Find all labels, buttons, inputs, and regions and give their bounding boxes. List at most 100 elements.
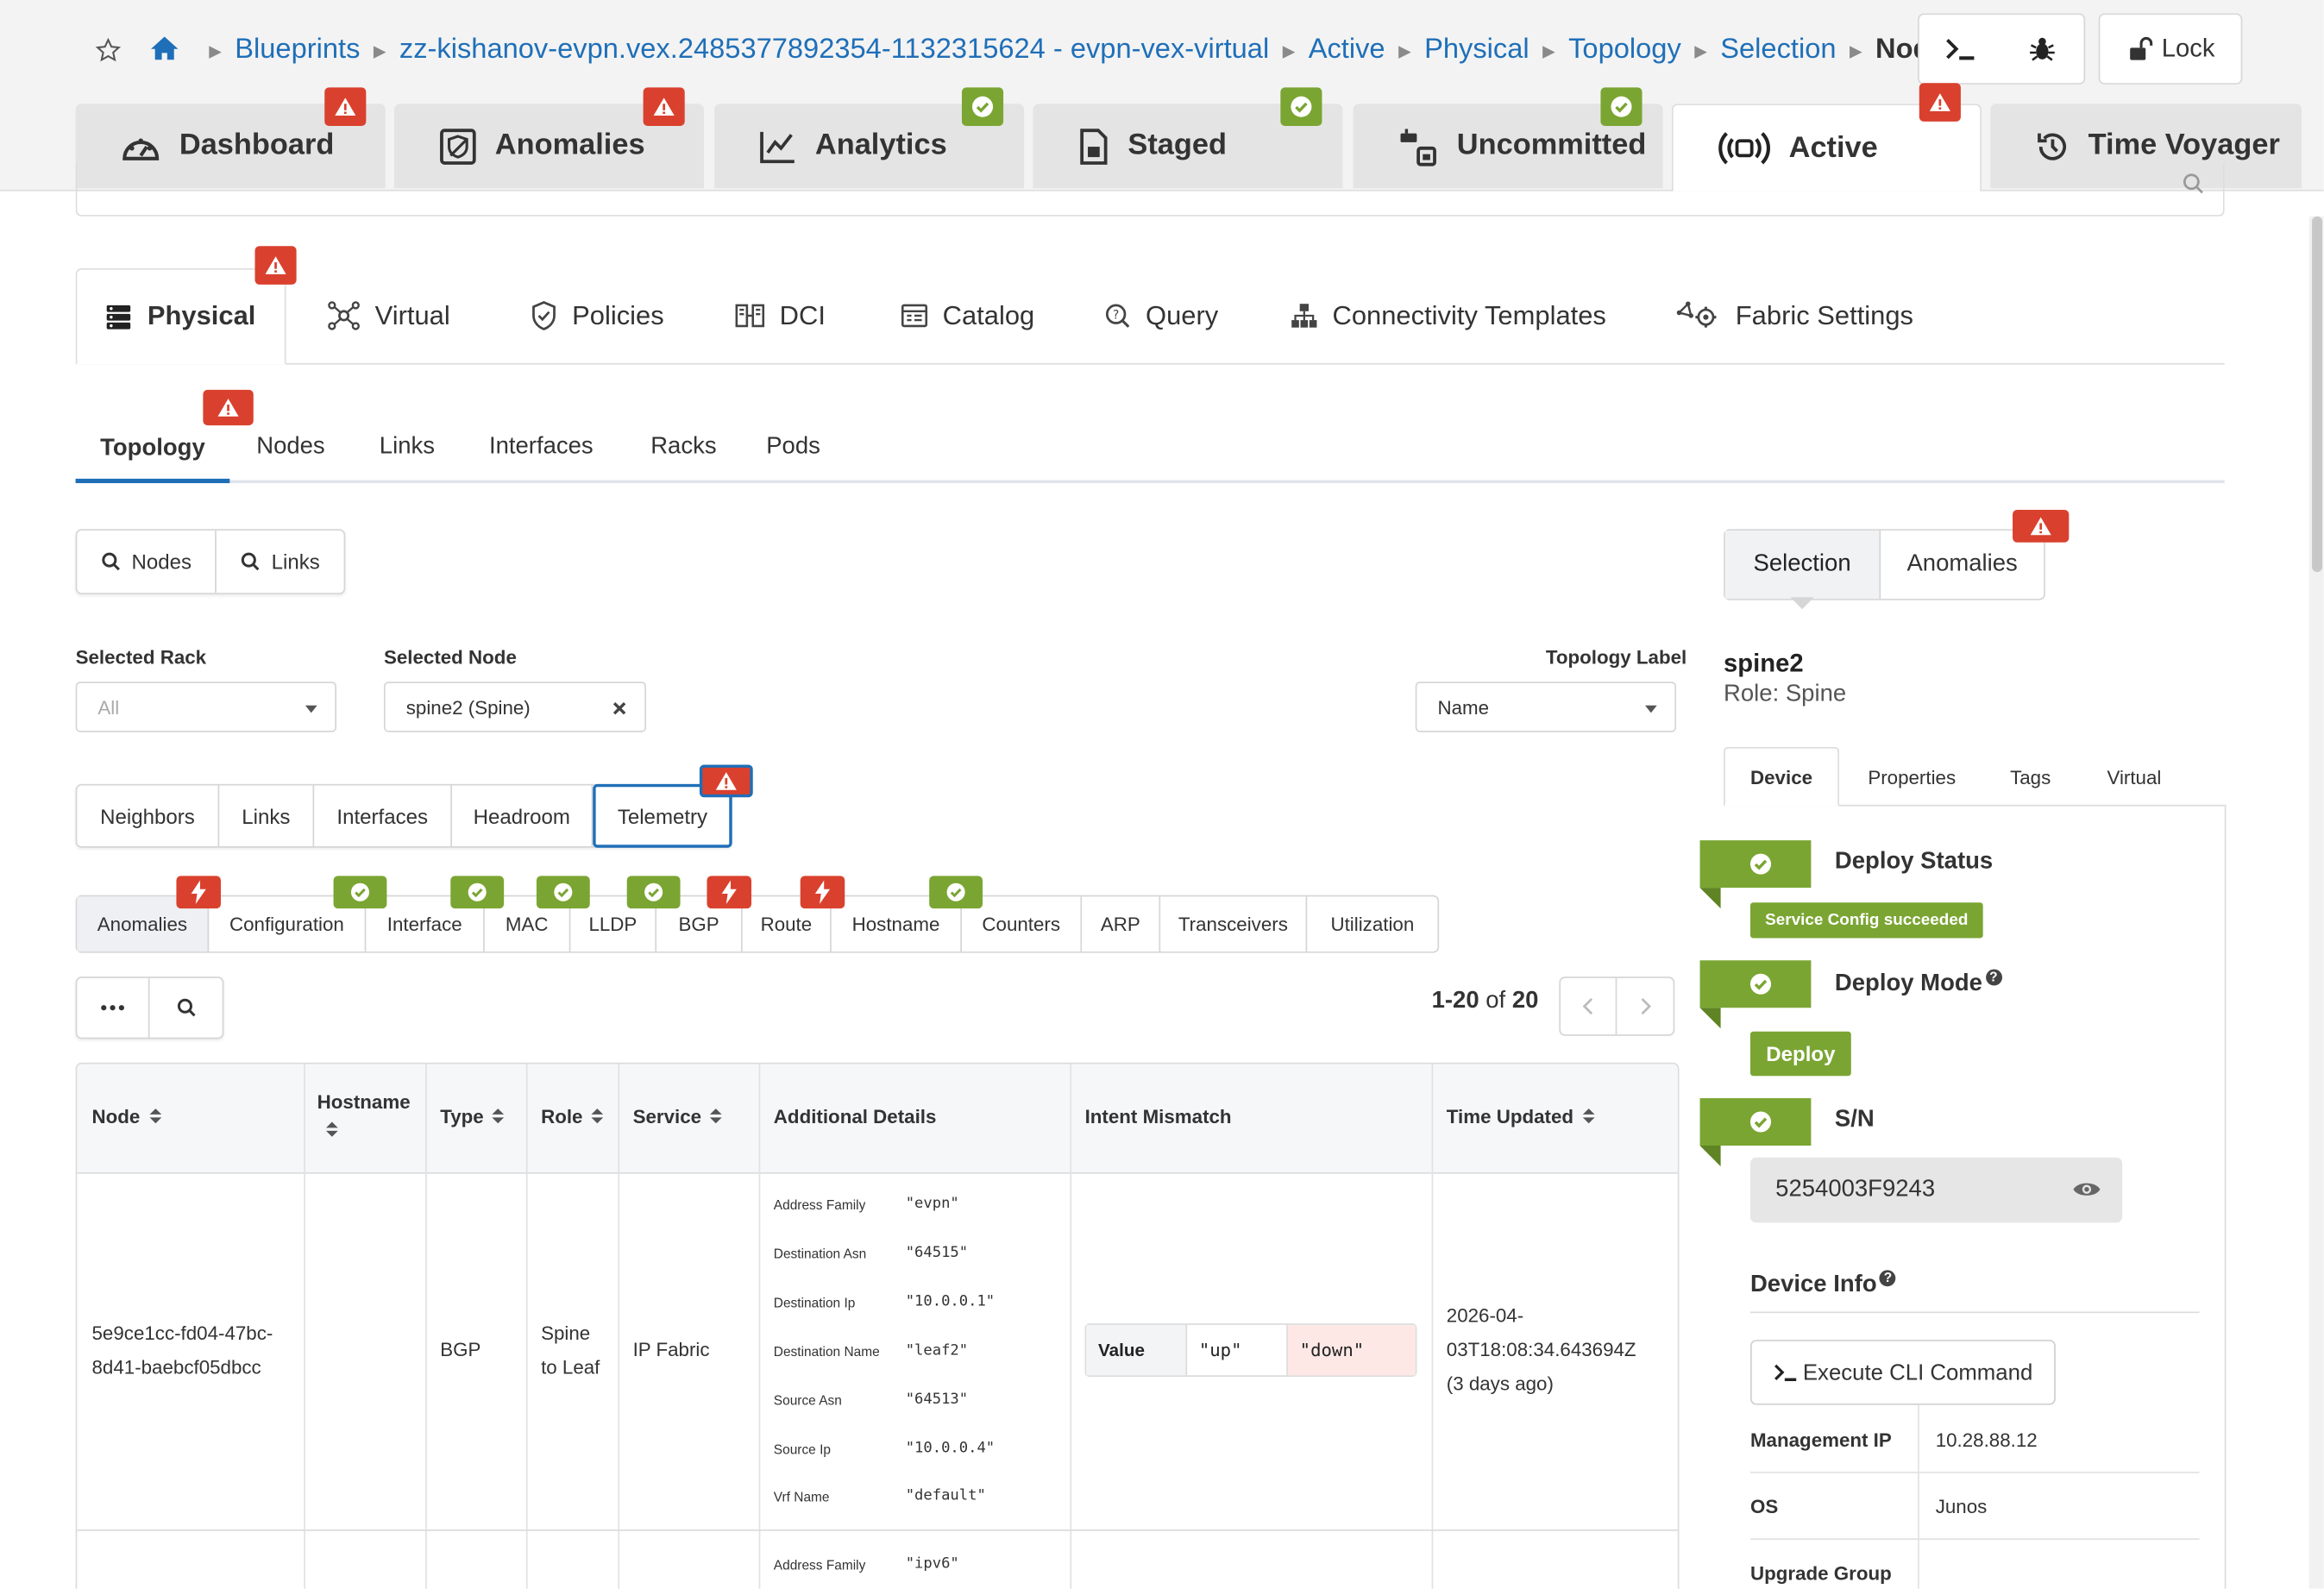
anomalies-icon	[440, 128, 476, 165]
breadcrumb-topology[interactable]: Topology	[1568, 34, 1681, 66]
tab-telemetry-mac[interactable]: MAC	[485, 896, 571, 952]
breadcrumb-blueprint-name[interactable]: zz-kishanov-evpn.vex.2485377892354-11323…	[399, 34, 1270, 66]
prev-page-button[interactable]	[1561, 977, 1617, 1035]
tab-catalog[interactable]: Catalog	[901, 268, 1034, 363]
shield-check-icon	[532, 300, 556, 330]
lock-button[interactable]: Lock	[2098, 13, 2243, 85]
anomaly-badge	[1919, 83, 1961, 122]
tab-nodes[interactable]: Nodes	[256, 434, 325, 460]
detail-value: "64515"	[905, 1245, 969, 1262]
tab-pods[interactable]: Pods	[766, 434, 820, 460]
column-header-hostname[interactable]: Hostname	[317, 1090, 411, 1138]
find-links-button[interactable]: Links	[217, 531, 344, 593]
flash-badge	[707, 876, 752, 909]
time-line: (3 days ago)	[1446, 1372, 1554, 1395]
execute-cli-button[interactable]: Execute CLI Command	[1749, 1340, 2056, 1405]
tab-racks[interactable]: Racks	[650, 434, 717, 460]
column-header-time-updated[interactable]: Time Updated	[1447, 1106, 1595, 1127]
tab-telemetry-configuration[interactable]: Configuration	[209, 896, 367, 952]
tab-telemetry[interactable]: Telemetry	[593, 783, 732, 848]
favorite-star-icon[interactable]	[95, 37, 122, 64]
row-divider	[77, 1529, 1678, 1531]
tab-physical[interactable]: Physical	[75, 267, 286, 365]
tab-neighbors[interactable]: Neighbors	[77, 785, 220, 846]
help-icon[interactable]: ?	[1985, 969, 2002, 986]
check-circle-icon	[1749, 973, 1772, 995]
tab-query[interactable]: ? Query	[1104, 268, 1218, 363]
selection-pointer	[1790, 597, 1814, 610]
tab-tags[interactable]: Tags	[2010, 765, 2051, 788]
tab-policies[interactable]: Policies	[531, 268, 664, 363]
breadcrumb-selection[interactable]: Selection	[1720, 34, 1837, 66]
table-search-button[interactable]	[150, 978, 223, 1038]
sn-value: 5254003F9243	[1775, 1177, 1936, 1203]
chevron-left-icon	[1581, 997, 1592, 1015]
search-box[interactable]	[75, 162, 2225, 217]
tab-time-voyager[interactable]: Time Voyager	[1990, 104, 2302, 189]
tab-label: Physical	[147, 300, 256, 331]
tab-label: Analytics	[814, 129, 947, 162]
tab-telemetry-utilization[interactable]: Utilization	[1330, 913, 1415, 936]
search-icon	[242, 552, 260, 571]
breadcrumb: ▶ Blueprints ▶ zz-kishanov-evpn.vex.24853…	[209, 34, 1946, 66]
tab-selection[interactable]: Selection	[1724, 531, 1881, 600]
tab-device-virtual[interactable]: Virtual	[2107, 765, 2162, 788]
column-header-node[interactable]: Node	[92, 1106, 161, 1127]
eye-icon[interactable]	[2072, 1180, 2101, 1199]
warning-icon	[335, 97, 356, 116]
selected-node-select[interactable]: spine2 (Spine)	[383, 681, 647, 732]
tab-virtual[interactable]: Virtual	[328, 268, 450, 363]
clear-icon[interactable]	[612, 701, 627, 716]
breadcrumb-physical[interactable]: Physical	[1424, 34, 1529, 66]
cli-button[interactable]	[1919, 15, 2001, 83]
topology-label-select[interactable]: Name	[1415, 681, 1677, 732]
scrollbar-thumb[interactable]	[2312, 216, 2323, 573]
tab-properties[interactable]: Properties	[1868, 765, 1957, 788]
tab-telemetry-hostname[interactable]: Hostname	[832, 896, 962, 952]
tab-connectivity-templates[interactable]: Connectivity Templates	[1291, 268, 1606, 363]
ok-badge	[536, 876, 590, 909]
tab-telemetry-interface[interactable]: Interface	[366, 896, 485, 952]
pagination-controls	[1559, 977, 1675, 1036]
tab-telemetry-bgp[interactable]: BGP	[656, 896, 743, 952]
tab-topology[interactable]: Topology	[75, 418, 230, 484]
tab-telemetry-transceivers[interactable]: Transceivers	[1160, 896, 1308, 952]
selected-rack-select[interactable]: All	[75, 681, 336, 732]
home-icon[interactable]	[148, 33, 181, 66]
tab-dci[interactable]: DCI	[735, 268, 826, 363]
tab-telemetry-route[interactable]: Route	[743, 896, 832, 952]
tab-telemetry-lldp[interactable]: LLDP	[570, 896, 657, 952]
breadcrumb-blueprints[interactable]: Blueprints	[235, 34, 361, 66]
info-row-divider	[1749, 1538, 2200, 1541]
tab-interfaces[interactable]: Interfaces	[488, 434, 594, 460]
lightning-icon	[814, 880, 831, 904]
tab-telemetry-anomalies[interactable]: Anomalies	[77, 896, 210, 952]
find-nodes-button[interactable]: Nodes	[77, 531, 217, 594]
detail-value: "default"	[905, 1487, 986, 1504]
help-icon[interactable]: ?	[1880, 1270, 1896, 1287]
column-header-service[interactable]: Service	[633, 1106, 723, 1127]
more-options-button[interactable]	[77, 977, 150, 1038]
column-header-role[interactable]: Role	[541, 1106, 604, 1127]
tab-right-anomalies[interactable]: Anomalies	[1906, 551, 2018, 577]
tab-telemetry-counters[interactable]: Counters	[962, 896, 1083, 952]
breadcrumb-active[interactable]: Active	[1308, 34, 1385, 66]
selected-rack-value: All	[97, 695, 120, 719]
next-page-button[interactable]	[1617, 978, 1673, 1034]
tab-fabric-settings[interactable]: Fabric Settings	[1676, 268, 1913, 363]
tab-node-interfaces[interactable]: Interfaces	[314, 785, 452, 846]
tab-links[interactable]: Links	[379, 434, 435, 460]
tab-device[interactable]: Device	[1724, 746, 1840, 807]
tab-headroom[interactable]: Headroom	[452, 785, 594, 846]
device-info-divider	[1749, 1311, 2200, 1314]
time-line: 03T18:08:34.643694Z	[1446, 1338, 1636, 1361]
tab-node-links[interactable]: Links	[219, 785, 315, 846]
check-circle-icon	[644, 882, 663, 901]
scrollbar-track[interactable]	[2308, 216, 2324, 1589]
tab-anomalies[interactable]: Anomalies	[393, 104, 705, 189]
column-header-type[interactable]: Type	[440, 1106, 505, 1127]
debug-button[interactable]	[2001, 15, 2083, 83]
tab-telemetry-arp[interactable]: ARP	[1082, 896, 1161, 952]
detail-value: "leaf2"	[905, 1342, 969, 1360]
